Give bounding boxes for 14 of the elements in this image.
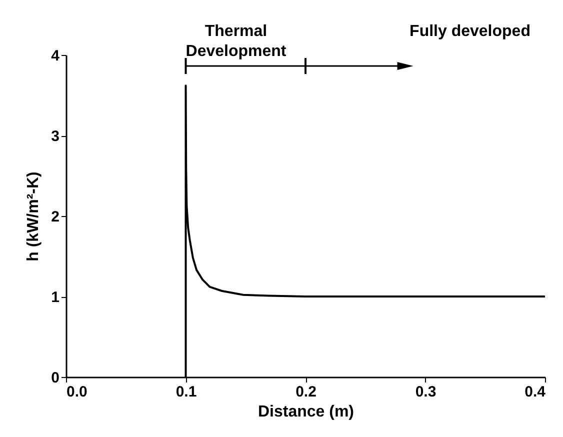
y-tick-label: 4	[51, 48, 60, 64]
x-tick-label: 0.2	[296, 384, 316, 400]
y-tick-label: 2	[51, 208, 60, 226]
text: Fully developed	[410, 23, 530, 40]
x-tick-label: 0.3	[415, 384, 436, 400]
y-axis-title: h (kW/m²-K)	[25, 172, 42, 262]
x-tick-label: 0.1	[176, 384, 197, 400]
annotation: Thermal Development	[186, 23, 287, 60]
y-tick-label: 3	[51, 128, 60, 145]
y-tick-label: 0	[51, 370, 60, 386]
y-tick-label: 1	[51, 289, 60, 306]
x-axis-title: Distance (m)	[258, 404, 354, 420]
x-tick-label: 0.4	[524, 384, 546, 400]
x-tick-label: 0.0	[66, 384, 88, 400]
